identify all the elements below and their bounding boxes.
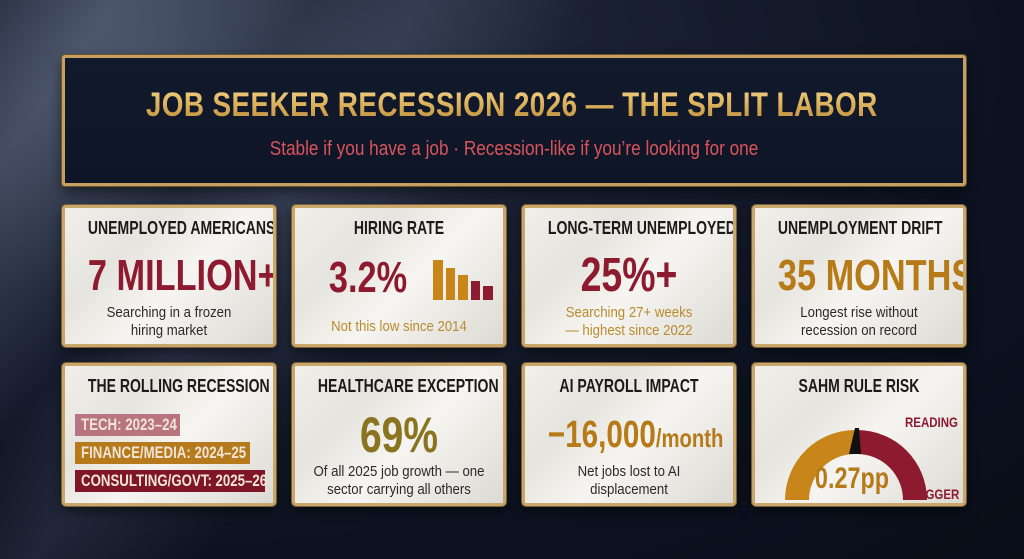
chart-bar <box>470 281 481 300</box>
card-description: Searching in a frozen hiring market <box>106 304 232 339</box>
card-title: LONG-TERM UNEMPLOYED <box>547 218 736 238</box>
card-sahm-rule-risk: SAHM RULE RISK READING TRIGGER 0.27pp <box>752 363 966 506</box>
timeline-item-finance-media: FINANCE/MEDIA: 2024–25 <box>75 442 250 464</box>
card-description: Of all 2025 job growth — one sector carr… <box>313 463 485 498</box>
card-title: THE ROLLING RECESSION <box>87 376 270 396</box>
card-ai-payroll-impact: AI PAYROLL IMPACT −16,000/month Net jobs… <box>522 363 736 506</box>
gauge-reading-arc <box>785 430 855 500</box>
card-title: HEALTHCARE EXCEPTION <box>317 376 499 396</box>
card-title: HIRING RATE <box>353 218 445 238</box>
recession-timeline: TECH: 2023–24 FINANCE/MEDIA: 2024–25 CON… <box>75 414 267 498</box>
card-healthcare-exception: HEALTHCARE EXCEPTION 69% Of all 2025 job… <box>292 363 506 506</box>
card-description: Searching 27+ weeks — highest since 2022 <box>565 304 693 339</box>
card-value: 7 MILLION+ <box>87 251 276 300</box>
value-number: −16,000 <box>547 414 656 456</box>
gauge-trigger-arc <box>857 430 927 500</box>
value-unit: /month <box>655 423 724 453</box>
card-value: 35 MONTHS <box>777 251 966 300</box>
gauge-label-reading: READING <box>905 414 958 430</box>
chart-bar <box>433 260 443 300</box>
card-title: SAHM RULE RISK <box>798 376 920 396</box>
chart-bar <box>483 286 493 300</box>
sahm-gauge-chart <box>785 428 927 500</box>
gauge-needle-icon <box>849 428 861 454</box>
card-value: 0.27pp <box>814 462 890 495</box>
card-description: Not this low since 2014 <box>331 318 467 335</box>
declining-bar-chart-icon <box>433 260 493 300</box>
chart-bar <box>445 268 456 300</box>
card-description: Net jobs lost to AI displacement <box>577 463 681 498</box>
card-unemployed-americans: UNEMPLOYED AMERICANS 7 MILLION+ Searchin… <box>62 205 276 347</box>
page-title: JOB SEEKER RECESSION 2026 — THE SPLIT LA… <box>145 86 1008 124</box>
card-value: 25%+ <box>580 249 678 302</box>
card-value: 69% <box>359 407 439 463</box>
header-banner: JOB SEEKER RECESSION 2026 — THE SPLIT LA… <box>62 55 1008 186</box>
gauge-label-trigger: TRIGGER <box>907 486 960 502</box>
card-long-term-unemployed: LONG-TERM UNEMPLOYED 25%+ Searching 27+ … <box>522 205 736 347</box>
card-description: Longest rise without recession on record <box>800 304 918 339</box>
page-subtitle: Stable if you have a job · Recession-lik… <box>269 138 759 160</box>
card-hiring-rate: HIRING RATE 3.2% Not this low since 2014 <box>292 205 506 347</box>
card-title: AI PAYROLL IMPACT <box>559 376 699 396</box>
chart-bar <box>458 275 468 300</box>
card-title: UNEMPLOYED AMERICANS <box>87 218 276 238</box>
timeline-item-consulting-govt: CONSULTING/GOVT: 2025–26 <box>75 470 267 492</box>
card-title: UNEMPLOYMENT DRIFT <box>777 218 943 238</box>
card-rolling-recession: THE ROLLING RECESSION TECH: 2023–24 FINA… <box>62 363 276 506</box>
card-unemployment-drift: UNEMPLOYMENT DRIFT 35 MONTHS Longest ris… <box>752 205 966 347</box>
card-value: −16,000/month <box>547 414 724 456</box>
timeline-item-tech: TECH: 2023–24 <box>75 414 180 436</box>
card-value: 3.2% <box>328 253 408 302</box>
